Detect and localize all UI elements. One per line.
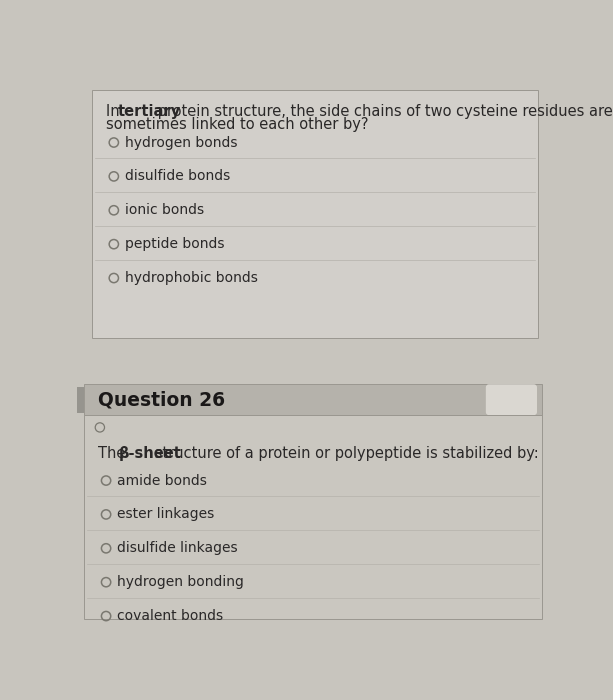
Text: hydrophobic bonds: hydrophobic bonds	[124, 271, 257, 285]
Text: tertiary: tertiary	[118, 104, 181, 119]
Text: covalent bonds: covalent bonds	[117, 609, 223, 623]
FancyBboxPatch shape	[77, 386, 85, 413]
Text: ester linkages: ester linkages	[117, 508, 214, 522]
Text: The: The	[98, 446, 131, 461]
Text: β-sheet: β-sheet	[118, 446, 181, 461]
Text: peptide bonds: peptide bonds	[124, 237, 224, 251]
Text: disulfide linkages: disulfide linkages	[117, 541, 238, 555]
FancyBboxPatch shape	[92, 90, 538, 338]
Text: In: In	[106, 104, 124, 119]
FancyBboxPatch shape	[85, 415, 542, 620]
Text: Question 26: Question 26	[98, 390, 226, 410]
Text: ionic bonds: ionic bonds	[124, 203, 204, 217]
Text: structure of a protein or polypeptide is stabilized by:: structure of a protein or polypeptide is…	[150, 446, 539, 461]
Text: disulfide bonds: disulfide bonds	[124, 169, 230, 183]
Text: hydrogen bonds: hydrogen bonds	[124, 136, 237, 150]
FancyBboxPatch shape	[486, 384, 537, 415]
Text: amide bonds: amide bonds	[117, 473, 207, 487]
Text: protein structure, the side chains of two cysteine residues are: protein structure, the side chains of tw…	[153, 104, 613, 119]
Text: sometimes linked to each other by?: sometimes linked to each other by?	[106, 117, 368, 132]
FancyBboxPatch shape	[85, 384, 542, 415]
Text: hydrogen bonding: hydrogen bonding	[117, 575, 244, 589]
